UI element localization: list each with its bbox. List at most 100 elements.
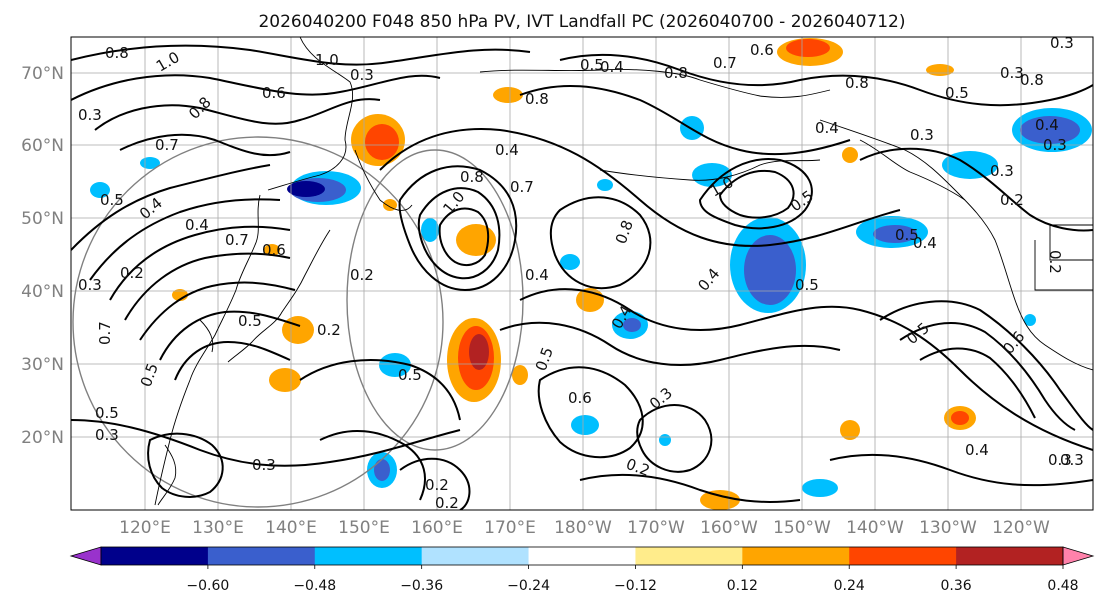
colorbar-tick-label: −0.60	[186, 578, 229, 594]
contour-label: 0.3	[1060, 451, 1084, 469]
colorbar-tick-label: −0.12	[614, 578, 657, 594]
contour-label: 0.3	[1048, 451, 1072, 469]
contour-label: 0.5	[100, 191, 124, 209]
reference-circle-west	[72, 136, 444, 508]
colorbar-bin	[421, 547, 530, 565]
contour-label: 0.5	[238, 312, 262, 330]
contour-label: 0.4	[1035, 116, 1059, 134]
colorbar-outline	[100, 546, 1064, 566]
contour-label: 0.2	[425, 476, 449, 494]
contour-label: 0.3	[1050, 34, 1074, 52]
contour-label: 0.3	[990, 162, 1014, 180]
contour-label: 0.3	[1043, 136, 1067, 154]
lat-label-60n: 60°N	[21, 136, 64, 156]
lon-label-140e: 140°E	[265, 518, 317, 538]
colorbar-tick-label: 0.48	[1047, 578, 1078, 594]
contour-label: 0.5	[580, 56, 604, 74]
contour-label: 0.2	[317, 321, 341, 339]
contour-label: 0.3	[78, 276, 102, 294]
contour-label: 0.8	[525, 90, 549, 108]
contour-label: 0.5	[795, 276, 819, 294]
contour-label: 0.6	[262, 84, 286, 102]
contour-label: 0.3	[910, 126, 934, 144]
lon-label-150w: 150°W	[773, 518, 831, 538]
map-area: 0.8 1.0 0.3 1.0 0.6 0.3 0.8 0.5 0.4 0.8 …	[71, 34, 1093, 512]
contour-label: 0.7	[96, 321, 114, 345]
figure-title: 2026040200 F048 850 hPa PV, IVT Landfall…	[258, 12, 905, 32]
longitude-labels: 120°E 130°E 140°E 150°E 160°E 170°E 180°…	[119, 518, 1050, 538]
colorbar-extend-low	[69, 546, 102, 566]
contour-label: 0.8	[105, 44, 129, 62]
reference-circle-east	[346, 149, 524, 451]
contour-label: 0.6	[568, 389, 592, 407]
contour-label: 0.3	[252, 456, 276, 474]
contour-label: 0.3	[95, 426, 119, 444]
contour-label: 0.2	[1046, 250, 1064, 274]
contour-label: 0.5	[895, 226, 919, 244]
contour-label: 0.3	[1000, 64, 1024, 82]
lon-label-120e: 120°E	[119, 518, 171, 538]
contour-label: 0.2	[435, 494, 459, 512]
lat-label-70n: 70°N	[21, 64, 64, 84]
lat-label-20n: 20°N	[21, 428, 64, 448]
colorbar-tick-label: 0.24	[834, 578, 865, 594]
contour-label: 0.8	[845, 74, 869, 92]
contour-label: 0.2	[350, 266, 374, 284]
lon-label-170e: 170°E	[484, 518, 536, 538]
contour-label: 0.7	[510, 178, 534, 196]
contour-label: 0.7	[155, 136, 179, 154]
contour-label: 0.8	[664, 64, 688, 82]
contour-label: 0.4	[965, 441, 989, 459]
contour-label: 0.3	[78, 106, 102, 124]
contour-label: 0.4	[815, 119, 839, 137]
colorbar-tick-label: 0.36	[941, 578, 972, 594]
lon-label-170w: 170°W	[627, 518, 685, 538]
colorbar: −0.60 −0.48 −0.36 −0.24 −0.12 0.12 0.24 0.36 0.4…	[69, 546, 1095, 594]
colorbar-bin	[314, 547, 423, 565]
contour-label: 0.6	[262, 241, 286, 259]
colorbar-bin	[956, 547, 1064, 565]
contour-label: 0.8	[1020, 71, 1044, 89]
contour-label: 0.3	[350, 66, 374, 84]
colorbar-extend-high	[1062, 546, 1095, 566]
lon-label-160w: 160°W	[700, 518, 758, 538]
contour-label: 0.5	[95, 404, 119, 422]
contour-label: 0.2	[1000, 191, 1024, 209]
colorbar-tick-label: −0.24	[507, 578, 550, 594]
colorbar-bin	[101, 547, 209, 565]
contour-label: 0.7	[713, 54, 737, 72]
contour-label: 0.8	[460, 168, 484, 186]
latitude-labels: 70°N 60°N 50°N 40°N 30°N 20°N	[21, 64, 64, 448]
contour-label: 0.4	[495, 141, 519, 159]
map-frame	[70, 36, 1094, 511]
lon-label-120w: 120°W	[992, 518, 1050, 538]
lon-label-160e: 160°E	[411, 518, 463, 538]
colorbar-tick-label: 0.12	[727, 578, 758, 594]
lat-label-50n: 50°N	[21, 209, 64, 229]
colorbar-bin	[742, 547, 850, 565]
colorbar-bin	[849, 547, 957, 565]
contour-label: 0.5	[945, 84, 969, 102]
colorbar-bin	[207, 547, 316, 565]
lon-label-140w: 140°W	[846, 518, 904, 538]
contour-label: 0.4	[525, 266, 549, 284]
lon-label-130e: 130°E	[192, 518, 244, 538]
contour-label: 0.4	[185, 216, 209, 234]
contour-label: 0.6	[750, 41, 774, 59]
contour-label: 0.7	[225, 231, 249, 249]
colorbar-bin	[528, 547, 636, 565]
lon-label-180w: 180°W	[554, 518, 612, 538]
lat-label-40n: 40°N	[21, 282, 64, 302]
contour-label: 1.0	[315, 51, 339, 69]
lon-label-150e: 150°E	[338, 518, 390, 538]
colorbar-bin	[635, 547, 743, 565]
lon-label-130w: 130°W	[919, 518, 977, 538]
contour-label: 0.4	[600, 58, 624, 76]
pv-contours	[71, 44, 1093, 510]
lat-label-30n: 30°N	[21, 355, 64, 375]
colorbar-tick-label: −0.36	[400, 578, 443, 594]
contour-label: 0.4	[913, 234, 937, 252]
contour-label: 0.5	[398, 366, 422, 384]
colorbar-tick-label: −0.48	[293, 578, 336, 594]
